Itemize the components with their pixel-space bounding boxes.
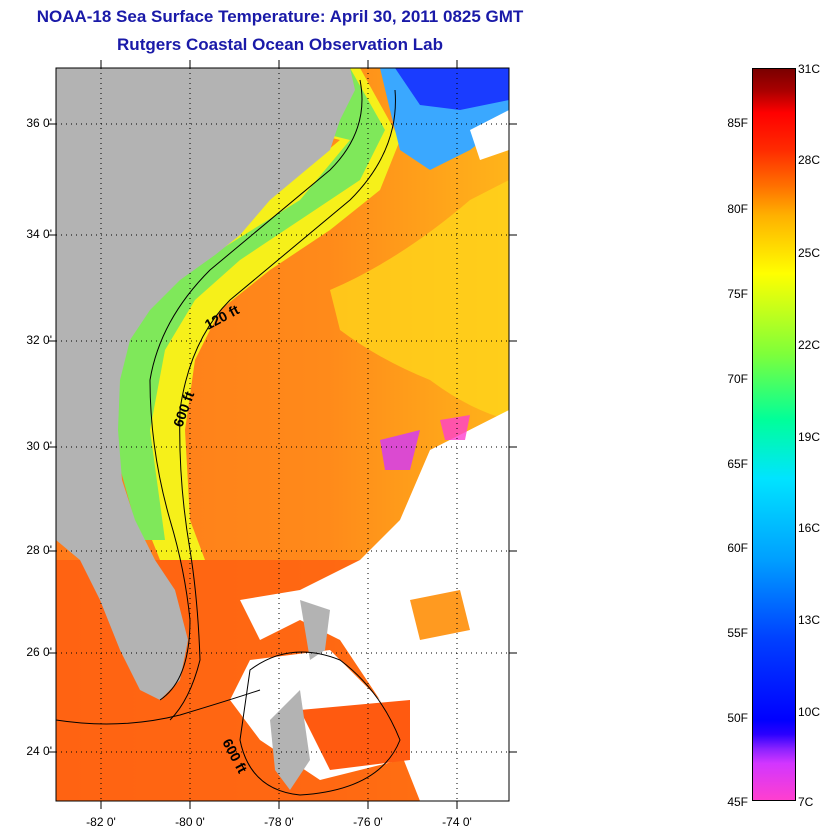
isobath-600ft [169, 89, 396, 721]
colorbar-c-10: 10C [798, 705, 821, 719]
colorbar-c-19: 19C [798, 430, 821, 444]
isobath-bahamas [239, 651, 401, 796]
lat-label-36: 36 0' [26, 116, 52, 130]
yellow-eddy [330, 180, 509, 420]
colorbar-f-75: 75F [727, 287, 748, 301]
coastal-band-green [56, 68, 385, 540]
colorbar-f-60: 60F [727, 541, 748, 555]
cold-speck-1 [380, 430, 420, 470]
chart-subtitle: Rutgers Coastal Ocean Observation Lab [117, 35, 443, 54]
colorbar-f-65: 65F [727, 457, 748, 471]
lat-label-26: 26 0' [26, 645, 52, 659]
colorbar-c-13: 13C [798, 613, 821, 627]
colorbar-f-55: 55F [727, 626, 748, 640]
land-gulf-coast [56, 480, 70, 500]
colorbar-f-50: 50F [727, 711, 748, 725]
lat-label-24: 24 0' [26, 744, 52, 758]
colorbar-c-22: 22C [798, 338, 821, 352]
lat-label-34: 34 0' [26, 227, 52, 241]
colorbar-c-25: 25C [798, 246, 821, 260]
cloud-patch-north [470, 110, 509, 160]
colorbar-f-70: 70F [727, 372, 748, 386]
chart-title: NOAA-18 Sea Surface Temperature: April 3… [36, 7, 524, 26]
colorbar-f-85: 85F [727, 116, 748, 130]
colorbar-c-31: 31C [798, 62, 821, 76]
isobath-south [56, 689, 261, 725]
lon-label-74: -74 0' [442, 815, 472, 829]
colorbar-c-16: 16C [798, 521, 821, 535]
land-island-andros [270, 690, 310, 790]
lat-label-30: 30 0' [26, 439, 52, 453]
temperature-colorbar [752, 68, 796, 801]
map-frame [55, 67, 510, 802]
warm-patch-south [300, 700, 410, 770]
cold-water-core [395, 68, 509, 110]
land-mainland [56, 68, 355, 700]
lon-label-82: -82 0' [86, 815, 116, 829]
warm-patch-east [410, 590, 470, 640]
lon-label-76: -76 0' [353, 815, 383, 829]
lat-label-32: 32 0' [26, 333, 52, 347]
land-island-abaco [300, 600, 330, 660]
lat-label-28: 28 0' [26, 543, 52, 557]
colorbar-f-80: 80F [727, 202, 748, 216]
lon-label-78: -78 0' [264, 815, 294, 829]
isobath-120ft [149, 79, 363, 701]
colorbar-f-45: 45F [727, 795, 748, 809]
colorbar-c-7: 7C [798, 795, 814, 809]
cloud-area-east [240, 410, 509, 801]
lon-label-80: -80 0' [175, 815, 205, 829]
cold-speck-2 [440, 415, 470, 440]
colorbar-c-28: 28C [798, 153, 821, 167]
